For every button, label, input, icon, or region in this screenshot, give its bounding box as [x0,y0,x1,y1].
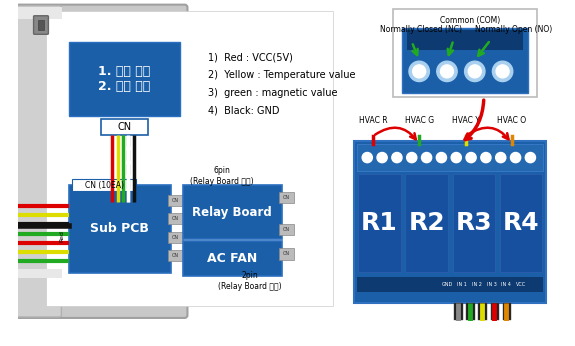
Circle shape [496,65,509,78]
Text: 2pin
(Relay Board 참논): 2pin (Relay Board 참논) [218,271,281,291]
Circle shape [377,153,387,163]
Bar [18,269,62,278]
Text: R2: R2 [408,211,445,235]
FancyBboxPatch shape [10,4,187,47]
Circle shape [436,153,447,163]
Circle shape [511,153,521,163]
Bar [69,185,171,273]
Text: 3)  green : magnetic value: 3) green : magnetic value [208,88,338,98]
Text: 1. 온도 센서
2. 자게 센서: 1. 온도 센서 2. 자게 센서 [98,65,151,93]
Bar [451,338,525,346]
Text: Red: Red [60,230,65,242]
Text: 1)  Red : VCC(5V): 1) Red : VCC(5V) [208,53,293,63]
Bar [45,11,333,306]
Circle shape [465,61,485,82]
Text: VCC: VCC [516,282,526,287]
Bar [393,9,537,97]
Text: AC FAN: AC FAN [207,252,257,265]
Bar [466,303,475,320]
Circle shape [440,65,454,78]
Text: CN: CN [172,235,179,240]
Circle shape [492,61,513,82]
Text: IN 1: IN 1 [457,282,467,287]
Text: R3: R3 [455,211,492,235]
Bar [168,250,183,261]
FancyBboxPatch shape [33,16,48,34]
FancyBboxPatch shape [10,266,187,318]
Bar [69,42,180,116]
Bar [490,303,499,320]
Text: GND: GND [442,282,453,287]
Circle shape [421,153,432,163]
Bar [279,224,294,235]
Bar [453,174,495,272]
Text: TO RASPBERRY PI: TO RASPBERRY PI [450,341,526,346]
Circle shape [392,153,402,163]
Text: CN: CN [283,227,290,233]
Circle shape [451,153,461,163]
Circle shape [468,65,481,78]
Text: Normally Closed (NC): Normally Closed (NC) [380,25,462,34]
Bar [357,277,543,292]
Circle shape [407,153,417,163]
Bar [183,241,282,276]
Bar [18,7,62,19]
Bar [38,20,44,30]
Text: 4)  Black: GND: 4) Black: GND [208,105,279,115]
Text: CN: CN [172,198,179,203]
Text: Sub PCB: Sub PCB [90,222,150,235]
Circle shape [409,61,430,82]
Text: 6pin
(Relay Board 참조): 6pin (Relay Board 참조) [190,166,254,186]
Bar [183,185,282,239]
Circle shape [413,65,426,78]
Bar [454,303,463,320]
Bar [101,119,148,135]
Text: IN 4: IN 4 [501,282,511,287]
Bar [168,213,183,224]
Bar [503,303,511,320]
Bar [407,30,523,50]
Bar [71,179,136,191]
Bar [168,195,183,206]
Text: HVAC G: HVAC G [405,116,434,125]
Text: CN: CN [117,122,132,132]
Bar [279,192,294,203]
Text: Normally Open (NO): Normally Open (NO) [475,25,553,34]
Text: R1: R1 [361,211,398,235]
Text: HVAC Y: HVAC Y [451,116,480,125]
Bar [357,144,543,172]
Bar [354,141,546,303]
Text: IN 2: IN 2 [472,282,482,287]
Circle shape [481,153,491,163]
Circle shape [437,61,457,82]
Circle shape [496,153,506,163]
Text: Relay Board: Relay Board [192,206,272,219]
Text: CN: CN [283,252,290,256]
Text: 2)  Yellow : Temperature value: 2) Yellow : Temperature value [208,70,355,80]
Bar [402,28,528,93]
Text: CN: CN [283,195,290,200]
Text: CN: CN [172,253,179,258]
Text: CN: CN [172,216,179,221]
Text: Common (COM): Common (COM) [439,16,500,25]
FancyBboxPatch shape [12,6,62,317]
Text: IN 3: IN 3 [486,282,496,287]
Text: HVAC O: HVAC O [497,116,527,125]
Text: HVAC R: HVAC R [359,116,387,125]
Circle shape [362,153,373,163]
Bar [358,174,401,272]
Text: CN (10EA): CN (10EA) [85,181,124,190]
Bar [478,303,487,320]
Circle shape [526,153,535,163]
Bar [168,232,183,243]
Bar [405,174,448,272]
Bar [279,248,294,260]
Circle shape [466,153,476,163]
Text: R4: R4 [503,211,539,235]
Bar [500,174,542,272]
